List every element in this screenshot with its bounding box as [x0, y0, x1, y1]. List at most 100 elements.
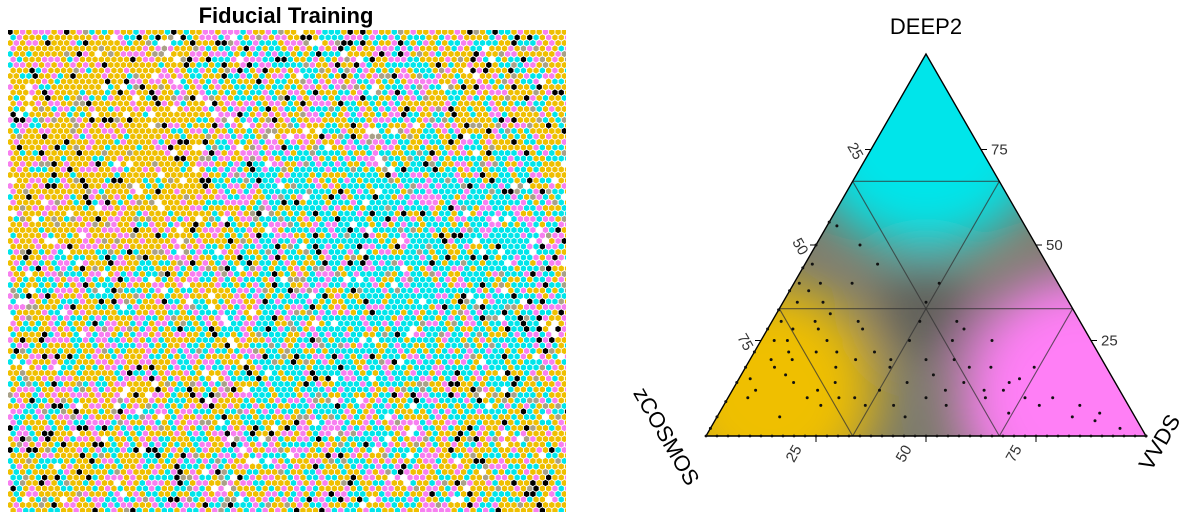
som-cell	[268, 210, 275, 217]
som-cell	[149, 199, 155, 206]
som-cell	[549, 61, 555, 69]
som-cell	[470, 232, 476, 239]
som-cell	[155, 320, 161, 327]
som-cell	[105, 199, 111, 206]
som-cell	[218, 331, 224, 338]
som-cell	[508, 34, 514, 41]
som-cell	[498, 237, 505, 245]
som-cell	[420, 254, 426, 261]
som-cell	[98, 144, 104, 151]
som-cell	[42, 232, 48, 239]
som-cell	[70, 105, 76, 113]
som-cell	[10, 34, 16, 41]
som-cell	[325, 265, 331, 272]
som-cell	[161, 309, 167, 316]
som-cell	[249, 243, 256, 250]
som-cell	[407, 67, 413, 74]
som-cell	[328, 39, 334, 47]
som-cell	[174, 265, 180, 272]
som-cell	[530, 193, 536, 201]
som-cell	[347, 83, 353, 91]
som-cell	[416, 292, 423, 300]
som-cell	[397, 105, 404, 113]
som-cell	[420, 188, 426, 195]
som-cell	[495, 89, 501, 96]
som-cell	[45, 336, 51, 344]
som-cell	[101, 325, 108, 333]
som-cell	[457, 188, 464, 195]
som-cell	[145, 105, 152, 113]
som-cell	[35, 320, 41, 327]
som-cell	[533, 309, 539, 316]
som-cell	[319, 166, 325, 173]
som-cell	[448, 259, 454, 267]
som-cell	[401, 111, 407, 118]
som-cell	[164, 204, 171, 212]
som-cell	[221, 281, 227, 289]
som-cell	[249, 210, 256, 217]
som-cell	[501, 144, 508, 151]
som-cell	[319, 298, 325, 305]
som-cell	[334, 127, 341, 135]
som-cell	[227, 325, 234, 333]
som-cell	[262, 309, 268, 316]
som-cell	[527, 111, 533, 118]
som-cell	[51, 138, 57, 146]
som-cell	[215, 325, 221, 333]
som-cell	[454, 292, 460, 300]
som-cell	[366, 30, 372, 36]
som-cell	[133, 30, 139, 36]
som-cell	[193, 34, 199, 41]
som-cell	[467, 325, 473, 333]
som-cell	[10, 155, 16, 162]
som-cell	[243, 133, 249, 140]
som-cell	[16, 199, 23, 206]
som-cell	[196, 171, 202, 179]
som-cell	[561, 83, 566, 91]
som-cell	[161, 155, 167, 162]
som-cell	[319, 309, 325, 316]
som-cell	[231, 320, 237, 327]
som-cell	[357, 309, 363, 316]
som-cell	[127, 116, 133, 124]
som-cell	[278, 72, 284, 80]
som-cell	[284, 248, 290, 256]
som-cell	[32, 160, 38, 168]
som-cell	[127, 237, 133, 245]
som-cell	[212, 122, 218, 129]
som-cell	[517, 50, 523, 58]
som-cell	[536, 226, 542, 234]
som-cell	[19, 171, 26, 179]
som-cell	[120, 259, 127, 267]
som-cell	[193, 298, 199, 305]
som-cell	[174, 166, 180, 173]
som-cell	[38, 94, 45, 102]
som-cell	[435, 116, 442, 124]
som-cell	[82, 270, 89, 278]
som-cell	[341, 160, 347, 168]
som-cell	[517, 39, 523, 47]
som-cell	[369, 210, 375, 217]
som-cell	[29, 56, 35, 63]
som-cell	[344, 111, 350, 118]
som-cell	[38, 182, 45, 190]
som-cell	[309, 94, 316, 102]
som-cell	[180, 155, 186, 162]
som-cell	[8, 105, 13, 113]
som-cell	[552, 188, 558, 195]
som-cell	[212, 232, 218, 239]
som-cell	[483, 199, 489, 206]
som-cell	[435, 30, 442, 36]
som-cell	[546, 199, 552, 206]
som-cell	[193, 67, 199, 74]
som-cell	[231, 243, 237, 250]
som-cell	[48, 144, 54, 151]
som-cell	[498, 94, 505, 102]
som-cell	[193, 210, 199, 217]
som-cell	[42, 111, 48, 118]
som-cell	[498, 83, 505, 91]
som-cell	[445, 100, 451, 107]
som-cell	[70, 204, 76, 212]
som-cell	[331, 89, 338, 96]
som-cell	[98, 309, 104, 316]
